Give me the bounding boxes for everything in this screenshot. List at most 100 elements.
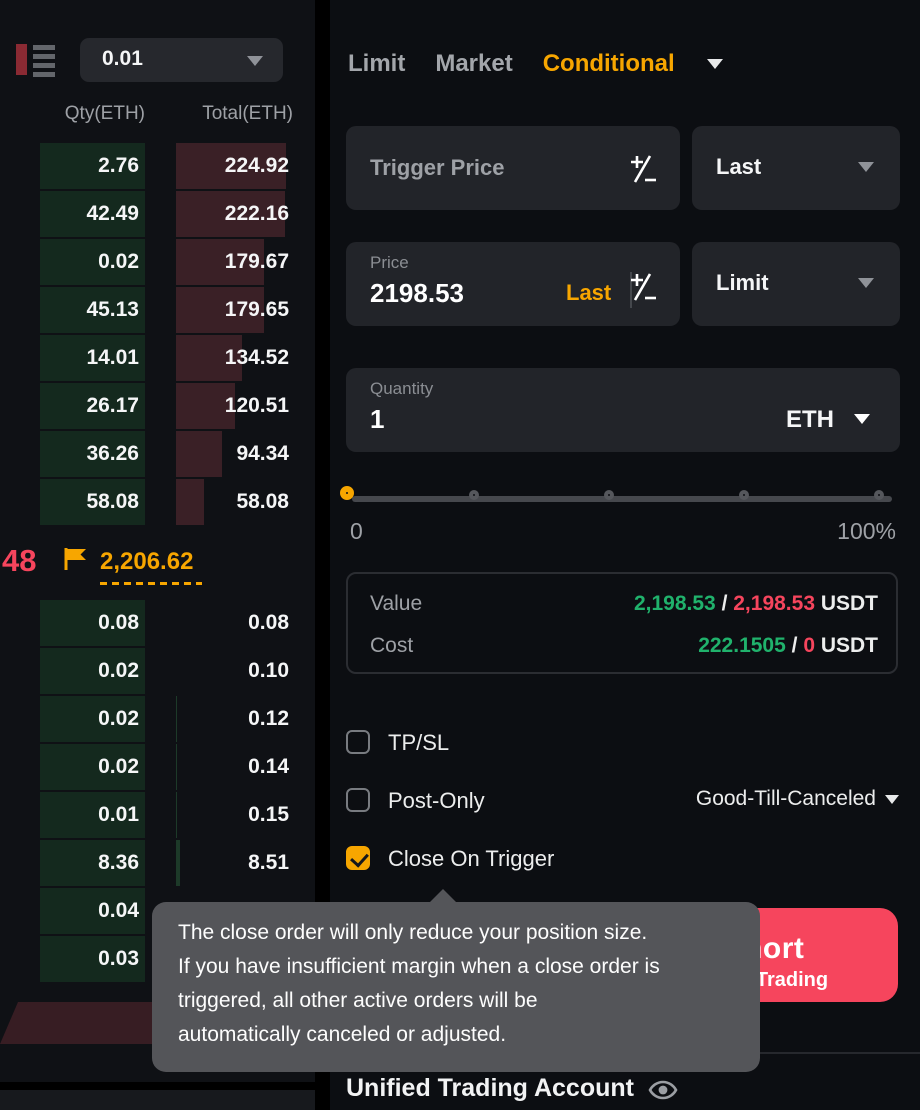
- tab-market[interactable]: Market: [435, 50, 513, 77]
- depth-bar: [176, 479, 205, 525]
- depth-bar: [176, 287, 264, 333]
- chevron-down-icon: [247, 56, 263, 66]
- tab-limit[interactable]: Limit: [348, 50, 406, 77]
- quantity-field: Quantity ETH: [346, 368, 900, 452]
- ask-row[interactable]: 26.17 120.51: [0, 383, 315, 429]
- depth-select-value: 0.01: [102, 47, 143, 70]
- qty-cell: 0.02: [40, 696, 145, 742]
- eye-icon[interactable]: [648, 1076, 678, 1101]
- bids-list: 0.08 0.08 0.02 0.10 0.02 0.12 0.02 0.14 0.01 0.15…: [0, 600, 315, 984]
- bid-row[interactable]: 0.02 0.10: [0, 648, 315, 694]
- depth-bar: [176, 383, 235, 429]
- depth-bar: [176, 840, 181, 886]
- trigger-type-select[interactable]: Last: [692, 126, 900, 210]
- bid-row[interactable]: 8.36 8.51: [0, 840, 315, 886]
- left-bottom-section: [0, 1090, 315, 1110]
- qty-cell: 0.04: [40, 888, 145, 934]
- quantity-slider-track[interactable]: [352, 496, 892, 502]
- close-on-trigger-checkbox[interactable]: [346, 846, 370, 870]
- depth-bar: [176, 431, 223, 477]
- plus-minus-icon[interactable]: [626, 154, 658, 189]
- qty-cell: 0.02: [40, 648, 145, 694]
- tpsl-label: TP/SL: [388, 730, 450, 755]
- price-type-value: Limit: [716, 270, 769, 295]
- price-type-select[interactable]: Limit: [692, 242, 900, 326]
- qty-cell: 0.02: [40, 744, 145, 790]
- slider-stop-50[interactable]: [604, 490, 614, 500]
- tpsl-checkbox[interactable]: [346, 730, 370, 754]
- bid-row[interactable]: 0.03: [0, 936, 315, 982]
- bid-row[interactable]: 0.01 0.15: [0, 792, 315, 838]
- depth-bar: [176, 239, 264, 285]
- trigger-price-input[interactable]: [370, 126, 570, 210]
- chevron-down-icon[interactable]: [706, 59, 723, 69]
- total-cell: 222.16: [176, 191, 293, 237]
- plus-minus-icon[interactable]: [626, 272, 658, 307]
- time-in-force-value: Good-Till-Canceled: [695, 787, 876, 810]
- slider-stop-75[interactable]: [739, 490, 749, 500]
- total-cell: 120.51: [176, 383, 293, 429]
- total-cell: 0.10: [248, 659, 289, 682]
- total-column-header: Total(ETH): [202, 103, 293, 124]
- bid-row[interactable]: 0.02 0.14: [0, 744, 315, 790]
- ask-row[interactable]: 14.01 134.52: [0, 335, 315, 381]
- tab-conditional[interactable]: Conditional: [542, 50, 675, 77]
- slider-stop-100[interactable]: [874, 490, 884, 500]
- post-only-checkbox[interactable]: [346, 788, 370, 812]
- depth-bar: [176, 191, 285, 237]
- order-form-panel: Limit Market Conditional Last Price Last: [330, 0, 920, 1110]
- total-cell: 0.15: [176, 792, 289, 838]
- ask-row[interactable]: 45.13 179.65: [0, 287, 315, 333]
- orderbook-header: Qty(ETH) Total(ETH): [0, 103, 315, 127]
- ask-row[interactable]: 36.26 94.34: [0, 431, 315, 477]
- orderbook-layout-icon-bar: [16, 44, 27, 75]
- depth-bar: [176, 143, 286, 189]
- bid-row[interactable]: 0.02 0.12: [0, 696, 315, 742]
- total-cell: 0.14: [176, 744, 289, 790]
- order-summary-box: Value 2,198.53 / 2,198.53 USDT Cost 222.…: [346, 572, 898, 674]
- slider-handle[interactable]: [340, 486, 354, 500]
- qty-cell: 0.03: [40, 936, 145, 982]
- qty-cell: 58.08: [40, 479, 145, 525]
- chevron-down-icon: [858, 162, 874, 172]
- cost-label: Cost: [370, 634, 414, 657]
- qty-cell: 2.76: [40, 143, 145, 189]
- bid-row[interactable]: 0.08 0.08: [0, 600, 315, 646]
- ask-row[interactable]: 2.76 224.92: [0, 143, 315, 189]
- trigger-price-field: [346, 126, 680, 210]
- price-input[interactable]: [370, 278, 530, 309]
- quantity-unit[interactable]: ETH: [786, 406, 834, 433]
- ask-row[interactable]: 0.02 179.67: [0, 239, 315, 285]
- divider: [630, 272, 632, 308]
- bid-row[interactable]: 0.04: [0, 888, 315, 934]
- orderbook-layout-icon[interactable]: [16, 42, 56, 78]
- chevron-down-icon[interactable]: [854, 414, 870, 424]
- qty-cell: 0.08: [40, 600, 145, 646]
- last-price-fragment: 48: [2, 543, 37, 578]
- close-on-trigger-tooltip: The close order will only reduce your po…: [152, 889, 760, 1072]
- value-row: Value 2,198.53 / 2,198.53 USDT: [370, 592, 878, 618]
- depth-select[interactable]: 0.01: [80, 38, 283, 82]
- account-section-header: Unified Trading Account: [346, 1074, 678, 1103]
- quantity-label: Quantity: [370, 379, 434, 398]
- mid-price-row: 48 2,206.62: [0, 527, 315, 599]
- price-last-button[interactable]: Last: [566, 280, 612, 305]
- qty-cell: 36.26: [40, 431, 145, 477]
- qty-column-header: Qty(ETH): [64, 103, 145, 124]
- slider-max-label: 100%: [837, 518, 896, 544]
- mark-price[interactable]: 2,206.62: [100, 548, 194, 575]
- price-label: Price: [370, 253, 409, 272]
- time-in-force-select[interactable]: Good-Till-Canceled: [696, 787, 899, 811]
- cost-amounts: 222.1505 / 0 USDT: [698, 634, 878, 657]
- trigger-type-value: Last: [716, 154, 762, 179]
- quantity-input[interactable]: [370, 404, 570, 435]
- orderbook-panel: 0.01 Qty(ETH) Total(ETH) 2.76 224.92 42.49…: [0, 0, 315, 1082]
- ask-row[interactable]: 42.49 222.16: [0, 191, 315, 237]
- value-label: Value: [370, 592, 423, 615]
- ask-row[interactable]: 58.08 58.08: [0, 479, 315, 525]
- qty-cell: 8.36: [40, 840, 145, 886]
- total-cell: 134.52: [176, 335, 293, 381]
- qty-cell: 14.01: [40, 335, 145, 381]
- slider-stop-25[interactable]: [469, 490, 479, 500]
- post-only-label: Post-Only: [388, 788, 485, 813]
